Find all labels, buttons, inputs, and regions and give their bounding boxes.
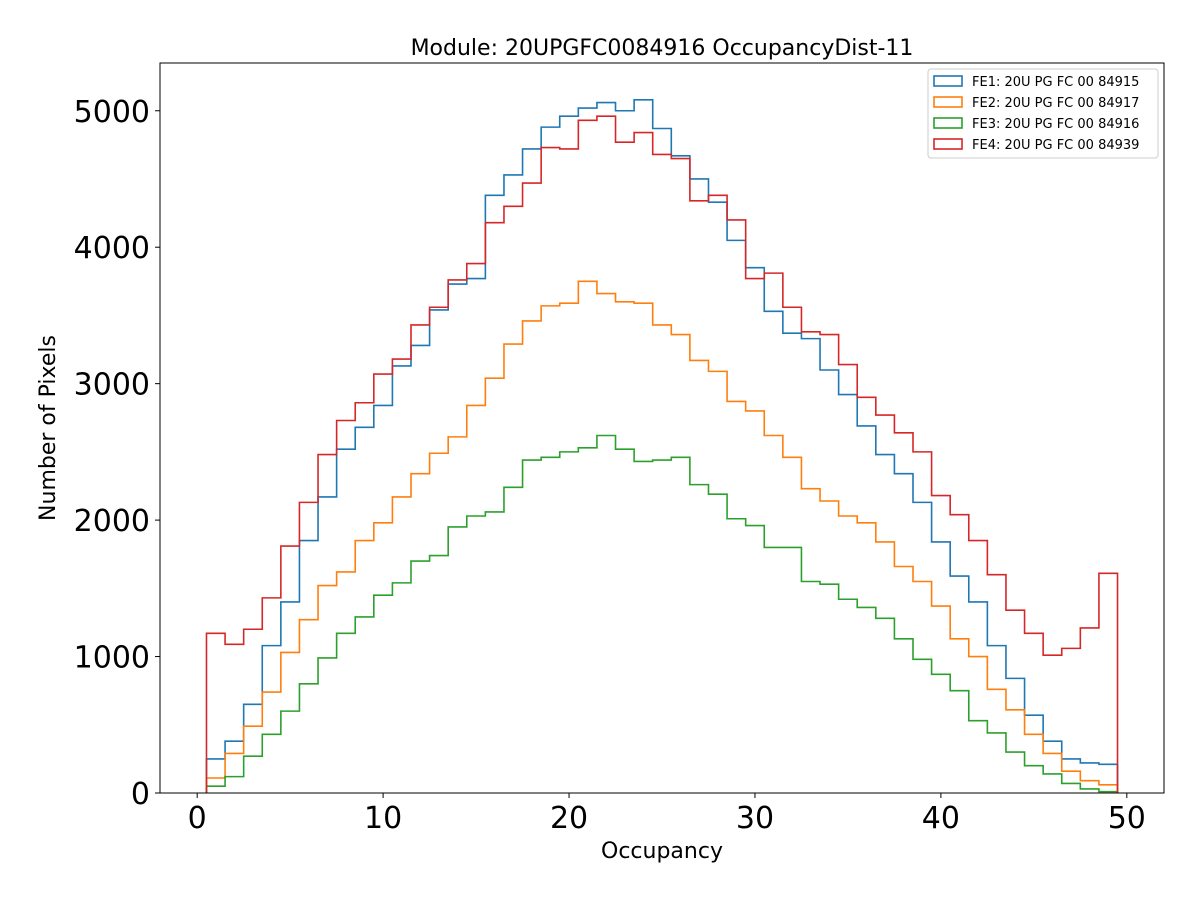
y-tick-label: 4000 [74, 231, 150, 266]
y-tick-label: 2000 [74, 504, 150, 539]
legend-swatch [933, 138, 963, 150]
legend-swatch [933, 117, 963, 129]
series-1-step-line [205, 99, 1119, 793]
chart-title: Module: 20UPGFC0084916 OccupancyDist-11 [411, 36, 914, 61]
series-4-step-line [205, 115, 1119, 793]
legend-label: FE1: 20U PG FC 00 84915 [972, 75, 1139, 90]
series-3-step-line [205, 434, 1119, 793]
series-layer [205, 99, 1119, 793]
legend-label: FE4: 20U PG FC 00 84939 [972, 138, 1139, 153]
x-tick-label: 30 [736, 801, 774, 836]
legend-label: FE2: 20U PG FC 00 84917 [972, 96, 1139, 111]
y-axis-ticks: 0 1000 2000 3000 4000 5000 [74, 95, 160, 812]
x-tick-label: 40 [922, 801, 960, 836]
plot-frame [159, 62, 1165, 794]
x-tick-label: 20 [550, 801, 588, 836]
legend-swatch [933, 96, 963, 108]
legend-label: FE3: 20U PG FC 00 84916 [972, 117, 1139, 132]
legend-swatch [933, 75, 963, 87]
x-tick-label: 0 [188, 801, 207, 836]
y-tick-label: 1000 [74, 641, 150, 676]
y-tick-label: 3000 [74, 368, 150, 403]
x-tick-label: 50 [1108, 801, 1146, 836]
x-tick-label: 10 [364, 801, 402, 836]
legend-box [927, 68, 1159, 159]
y-axis-label: Number of Pixels [36, 335, 61, 521]
x-axis-label: Occupancy [601, 839, 723, 864]
y-tick-label: 5000 [74, 95, 150, 130]
series-2-step-line [205, 280, 1119, 793]
x-axis-ticks: 0 10 20 30 40 50 [188, 793, 1146, 836]
legend: FE1: 20U PG FC 00 84915 FE2: 20U PG FC 00… [927, 68, 1159, 159]
y-tick-label: 0 [131, 777, 150, 812]
